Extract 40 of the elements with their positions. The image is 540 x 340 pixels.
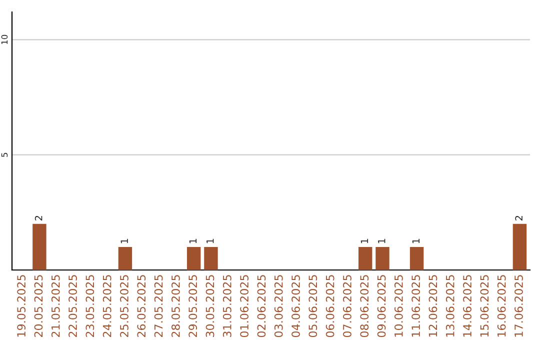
x-tick-label: 06.06.2025 xyxy=(326,275,334,338)
x-tick-label: 22.05.2025 xyxy=(68,275,77,337)
x-tick-label: 14.06.2025 xyxy=(463,275,472,337)
x-tick-label: 30.05.2025 xyxy=(206,275,214,337)
x-tick-label: 27.05.2025 xyxy=(154,275,163,337)
data-label: 2 xyxy=(34,216,42,220)
x-tick-label: 24.05.2025 xyxy=(102,275,112,337)
x-tick-label: 19.05.2025 xyxy=(17,275,26,337)
data-label: 1 xyxy=(189,238,196,244)
data-label: 2 xyxy=(515,216,522,220)
x-tick-label: 15.06.2025 xyxy=(480,275,489,337)
x-tick-label: 05.06.2025 xyxy=(308,275,318,338)
y-tick-label: 10 xyxy=(1,34,8,44)
x-tick-label: 09.06.2025 xyxy=(377,275,386,338)
x-tick-label: 07.06.2025 xyxy=(343,275,352,338)
x-tick-label: 23.05.2025 xyxy=(86,275,94,337)
x-tick-label: 29.05.2025 xyxy=(188,275,198,337)
x-tick-label: 13.06.2025 xyxy=(446,275,454,337)
x-tick-label: 26.05.2025 xyxy=(137,275,146,337)
x-tick-label: 12.06.2025 xyxy=(428,275,438,337)
data-label: 1 xyxy=(206,238,214,244)
x-tick-label: 20.05.2025 xyxy=(34,275,43,337)
data-label: 1 xyxy=(360,238,368,244)
data-label: 1 xyxy=(412,238,420,244)
x-tick-label: 25.05.2025 xyxy=(120,275,128,337)
data-label: 1 xyxy=(120,238,128,244)
data-label: 1 xyxy=(378,238,386,244)
x-tick-label: 02.06.2025 xyxy=(257,275,266,338)
x-tick-label: 01.06.2025 xyxy=(240,275,248,338)
x-tick-label: 10.06.2025 xyxy=(394,275,403,337)
x-tick-label: 08.06.2025 xyxy=(360,275,369,338)
y-tick-label: 5 xyxy=(1,152,8,157)
x-tick-label: 17.06.2025 xyxy=(514,275,523,337)
x-tick-label: 28.05.2025 xyxy=(171,275,180,337)
x-tick-label: 04.06.2025 xyxy=(292,275,300,338)
x-tick-label: 21.05.2025 xyxy=(51,275,60,337)
x-tick-label: 16.06.2025 xyxy=(497,275,506,337)
x-tick-label: 31.05.2025 xyxy=(222,275,232,337)
x-tick-label: 11.06.2025 xyxy=(412,275,420,337)
x-tick-label: 03.06.2025 xyxy=(274,275,283,338)
